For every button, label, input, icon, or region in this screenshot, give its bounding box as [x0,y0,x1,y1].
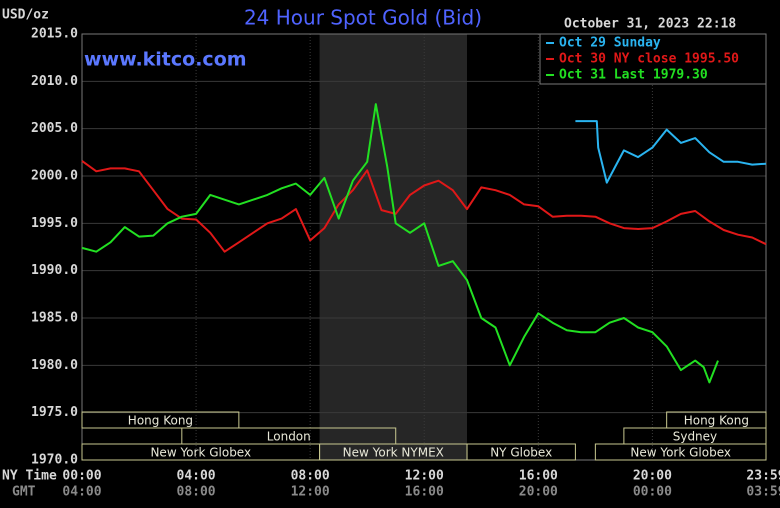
y-tick-label: 1975.0 [31,405,78,420]
y-tick-label: 1985.0 [31,311,78,326]
legend-box [539,33,767,85]
y-tick-label: 1995.0 [31,216,78,231]
price-line [81,160,767,253]
y-tick-label: 1980.0 [31,358,78,373]
x2-tick-label: 20:00 [519,485,558,500]
x-tick-label: 00:00 [62,469,101,484]
x2-tick-label: 00:00 [633,485,672,500]
chart-title: 24 Hour Spot Gold (Bid) [244,6,482,30]
session-label: Hong Kong [128,414,193,428]
x-axis-label: NY Time [2,469,57,484]
session-label: New York NYMEX [343,446,444,460]
price-line [81,103,719,384]
shaded-region [319,34,468,460]
x-tick-label: 20:00 [633,469,672,484]
timestamp: October 31, 2023 22:18 [564,17,736,32]
session-label: New York Globex [630,446,731,460]
x-tick-label: 16:00 [519,469,558,484]
y-tick-label: 2015.0 [31,27,78,42]
session-label: Sydney [673,430,717,444]
legend-label: Oct 31 Last 1979.30 [559,68,708,83]
x2-tick-label: 16:00 [405,485,444,500]
x-tick-label: 08:00 [291,469,330,484]
x-tick-label: 23:59 [746,469,780,484]
x-tick-label: 12:00 [405,469,444,484]
y-tick-label: 2000.0 [31,169,78,184]
x-tick-label: 04:00 [177,469,216,484]
y-tick-label: 1990.0 [31,263,78,278]
x2-tick-label: 03:59 [746,485,780,500]
y-axis-label: USD/oz [2,8,49,23]
legend-label: Oct 29 Sunday [559,36,661,51]
session-label: New York Globex [150,446,251,460]
session-label: London [267,430,311,444]
y-tick-label: 1970.0 [31,453,78,468]
session-box [594,443,767,461]
y-tick-label: 2005.0 [31,121,78,136]
legend-label: Oct 30 NY close 1995.50 [559,52,739,67]
session-box [81,411,240,429]
x2-axis-label: GMT [12,485,36,500]
session-label: Hong Kong [684,414,749,428]
x2-tick-label: 08:00 [177,485,216,500]
watermark: www.kitco.com [84,49,247,71]
y-tick-label: 2010.0 [31,74,78,89]
x2-tick-label: 12:00 [291,485,330,500]
session-label: NY Globex [490,446,552,460]
session-box [466,443,576,461]
x2-tick-label: 04:00 [62,485,101,500]
price-line [575,120,767,184]
